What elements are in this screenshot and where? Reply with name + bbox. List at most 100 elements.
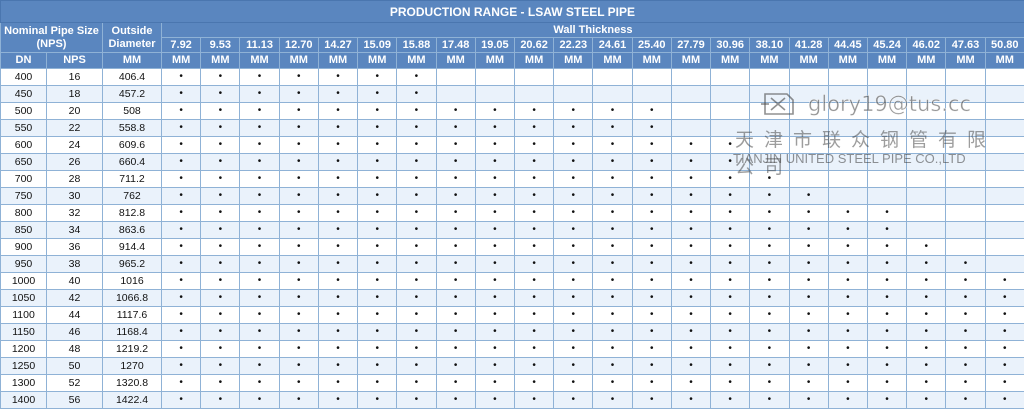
availability-cell [867, 137, 906, 154]
availability-cell: • [671, 171, 710, 188]
availability-cell: • [318, 154, 357, 171]
cell-od: 406.4 [103, 69, 162, 86]
availability-cell: • [514, 290, 553, 307]
availability-cell: • [162, 273, 201, 290]
availability-cell: • [240, 392, 279, 409]
availability-cell: • [279, 188, 318, 205]
availability-cell: • [162, 290, 201, 307]
availability-cell [750, 137, 789, 154]
availability-cell: • [671, 137, 710, 154]
table-title: PRODUCTION RANGE - LSAW STEEL PIPE [1, 1, 1024, 23]
availability-cell: • [514, 324, 553, 341]
availability-cell: • [201, 69, 240, 86]
availability-cell: • [436, 324, 475, 341]
availability-cell: • [828, 273, 867, 290]
availability-cell: • [279, 120, 318, 137]
thickness-header: 9.53 [201, 38, 240, 53]
availability-cell [867, 86, 906, 103]
od-unit-header: MM [103, 53, 162, 69]
availability-cell: • [358, 120, 397, 137]
availability-cell [907, 222, 946, 239]
availability-cell: • [554, 239, 593, 256]
availability-cell: • [789, 358, 828, 375]
thickness-unit-header: MM [279, 53, 318, 69]
availability-cell: • [318, 375, 357, 392]
availability-cell [946, 171, 985, 188]
availability-cell: • [514, 239, 553, 256]
availability-cell: • [946, 307, 985, 324]
availability-cell: • [318, 273, 357, 290]
availability-cell: • [671, 341, 710, 358]
availability-cell: • [279, 358, 318, 375]
availability-cell: • [711, 358, 750, 375]
availability-cell: • [475, 171, 514, 188]
availability-cell: • [358, 103, 397, 120]
availability-cell: • [750, 256, 789, 273]
availability-cell: • [907, 239, 946, 256]
availability-cell: • [318, 86, 357, 103]
availability-cell: • [514, 222, 553, 239]
availability-cell: • [436, 290, 475, 307]
availability-cell: • [632, 120, 671, 137]
availability-cell [475, 69, 514, 86]
availability-cell [828, 137, 867, 154]
availability-cell [946, 154, 985, 171]
availability-cell: • [201, 239, 240, 256]
availability-cell [946, 239, 985, 256]
cell-dn: 900 [1, 239, 47, 256]
availability-cell: • [279, 154, 318, 171]
availability-cell: • [358, 239, 397, 256]
thickness-header: 50.80 [985, 38, 1024, 53]
cell-dn: 1300 [1, 375, 47, 392]
availability-cell: • [671, 273, 710, 290]
availability-cell [985, 205, 1024, 222]
availability-cell: • [240, 120, 279, 137]
cell-od: 711.2 [103, 171, 162, 188]
thickness-unit-header: MM [907, 53, 946, 69]
availability-cell: • [711, 273, 750, 290]
availability-cell: • [475, 120, 514, 137]
availability-cell: • [162, 103, 201, 120]
availability-cell: • [632, 358, 671, 375]
availability-cell: • [593, 358, 632, 375]
availability-cell: • [554, 137, 593, 154]
availability-cell [828, 86, 867, 103]
availability-cell: • [632, 375, 671, 392]
availability-cell: • [201, 171, 240, 188]
availability-cell: • [867, 239, 906, 256]
availability-cell: • [554, 375, 593, 392]
availability-cell: • [828, 290, 867, 307]
availability-cell: • [162, 69, 201, 86]
availability-cell: • [240, 375, 279, 392]
availability-cell [711, 120, 750, 137]
availability-cell: • [514, 137, 553, 154]
availability-cell: • [554, 324, 593, 341]
availability-cell: • [397, 256, 436, 273]
availability-cell [907, 69, 946, 86]
availability-cell: • [789, 205, 828, 222]
thickness-header: 25.40 [632, 38, 671, 53]
availability-cell: • [711, 307, 750, 324]
availability-cell: • [201, 103, 240, 120]
availability-cell: • [358, 171, 397, 188]
thickness-header: 17.48 [436, 38, 475, 53]
availability-cell: • [632, 171, 671, 188]
availability-cell [867, 154, 906, 171]
availability-cell [867, 171, 906, 188]
availability-cell [828, 120, 867, 137]
availability-cell: • [475, 137, 514, 154]
availability-cell: • [750, 239, 789, 256]
availability-cell: • [514, 256, 553, 273]
availability-cell [907, 154, 946, 171]
availability-cell: • [828, 307, 867, 324]
availability-cell: • [397, 239, 436, 256]
availability-cell: • [985, 324, 1024, 341]
thickness-unit-header: MM [162, 53, 201, 69]
thickness-unit-header: MM [632, 53, 671, 69]
availability-cell: • [201, 222, 240, 239]
availability-cell: • [318, 137, 357, 154]
availability-cell: • [279, 103, 318, 120]
